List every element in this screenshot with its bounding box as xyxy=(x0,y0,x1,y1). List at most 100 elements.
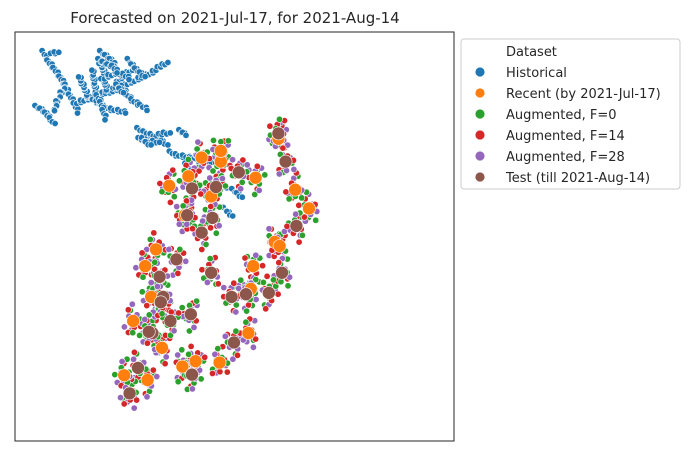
augmented-f14-point xyxy=(183,197,191,205)
historical-point xyxy=(125,76,133,84)
augmented-f0-point xyxy=(214,345,222,353)
augmented-f28-point xyxy=(265,225,273,233)
augmented-f0-point xyxy=(269,276,277,284)
augmented-f28-point xyxy=(190,323,198,331)
historical-point xyxy=(182,131,190,139)
augmented-f0-point xyxy=(242,318,250,326)
augmented-f14-point xyxy=(239,156,247,164)
augmented-f28-point xyxy=(173,203,181,211)
legend-frame xyxy=(460,38,681,190)
augmented-f14-point xyxy=(266,122,274,130)
augmented-f14-point xyxy=(252,335,260,343)
legend-marker xyxy=(474,171,486,183)
augmented-f28-point xyxy=(255,186,263,194)
augmented-f14-point xyxy=(234,351,242,359)
test-point xyxy=(122,386,137,401)
augmented-f0-point xyxy=(184,155,192,163)
augmented-f0-point xyxy=(298,231,306,239)
recent-point xyxy=(241,326,256,340)
augmented-f14-point xyxy=(198,266,206,274)
augmented-f14-point xyxy=(189,225,197,233)
legend-label: Historical xyxy=(506,66,567,81)
augmented-f28-point xyxy=(229,156,237,164)
test-point xyxy=(261,286,276,300)
augmented-f28-point xyxy=(290,165,298,173)
augmented-f0-point xyxy=(178,304,186,312)
augmented-f14-point xyxy=(167,308,175,316)
recent-point xyxy=(155,340,169,355)
recent-point xyxy=(162,178,176,193)
augmented-f0-point xyxy=(261,171,269,179)
test-point xyxy=(278,154,293,169)
augmented-f28-point xyxy=(120,323,128,331)
augmented-f0-point xyxy=(284,282,292,290)
augmented-f28-point xyxy=(199,217,207,225)
legend-entries: Historical Recent (by 2021-Jul-17) Augment… xyxy=(474,66,661,186)
recent-point xyxy=(272,239,287,253)
legend-marker xyxy=(474,66,486,78)
augmented-f0-point xyxy=(224,137,232,145)
augmented-f0-point xyxy=(193,297,201,305)
test-point xyxy=(204,265,218,280)
augmented-f28-point xyxy=(220,284,228,292)
test-point xyxy=(194,225,209,240)
historical-point xyxy=(75,73,83,81)
augmented-f28-point xyxy=(182,257,190,265)
recent-point xyxy=(138,259,152,273)
augmented-f28-point xyxy=(282,167,290,175)
recent-point xyxy=(181,169,196,184)
augmented-f0-point xyxy=(138,288,146,296)
augmented-f14-point xyxy=(149,366,157,374)
augmented-f14-point xyxy=(175,309,183,317)
augmented-f0-point xyxy=(185,350,193,358)
test-point xyxy=(232,165,246,180)
legend-label: Augmented, F=28 xyxy=(506,150,625,165)
augmented-f14-point xyxy=(138,249,146,257)
augmented-f28-point xyxy=(175,220,183,228)
augmented-f14-point xyxy=(230,279,238,287)
augmented-f28-point xyxy=(118,357,126,365)
legend-marker xyxy=(474,129,486,141)
augmented-f28-point xyxy=(275,170,283,178)
augmented-f14-point xyxy=(295,238,303,246)
augmented-f14-point xyxy=(161,360,169,368)
augmented-f14-point xyxy=(198,246,206,254)
augmented-f0-point xyxy=(312,216,320,224)
augmented-f0-point xyxy=(252,276,260,284)
augmented-f0-point xyxy=(146,235,154,243)
augmented-f28-point xyxy=(252,295,260,303)
augmented-f28-point xyxy=(194,138,202,146)
augmented-f0-point xyxy=(238,178,246,186)
augmented-f28-point xyxy=(143,393,151,401)
augmented-f14-point xyxy=(223,368,231,376)
historical-point xyxy=(143,106,151,114)
augmented-f28-point xyxy=(154,282,162,290)
test-point xyxy=(142,324,156,339)
test-point xyxy=(131,361,145,375)
recent-point xyxy=(188,354,203,369)
test-point xyxy=(205,211,220,225)
test-point xyxy=(289,219,304,233)
historical-point xyxy=(238,193,246,201)
augmented-f0-point xyxy=(145,311,153,319)
augmented-f28-point xyxy=(252,251,260,259)
augmented-f28-point xyxy=(153,373,161,381)
augmented-f14-point xyxy=(201,353,209,361)
augmented-f14-point xyxy=(241,254,249,262)
augmented-f0-point xyxy=(179,202,187,210)
augmented-f28-point xyxy=(292,210,300,218)
augmented-f14-point xyxy=(124,306,132,314)
augmented-f0-point xyxy=(209,167,217,175)
recent-point xyxy=(140,373,155,387)
historical-point xyxy=(55,48,63,56)
augmented-f28-point xyxy=(165,245,173,253)
augmented-f0-point xyxy=(221,182,229,190)
augmented-f14-point xyxy=(156,180,164,188)
historical-point xyxy=(120,89,128,97)
test-point xyxy=(185,367,199,382)
recent-point xyxy=(212,355,227,370)
historical-point xyxy=(88,66,96,74)
augmented-f14-point xyxy=(282,188,290,196)
augmented-f0-point xyxy=(197,375,205,383)
